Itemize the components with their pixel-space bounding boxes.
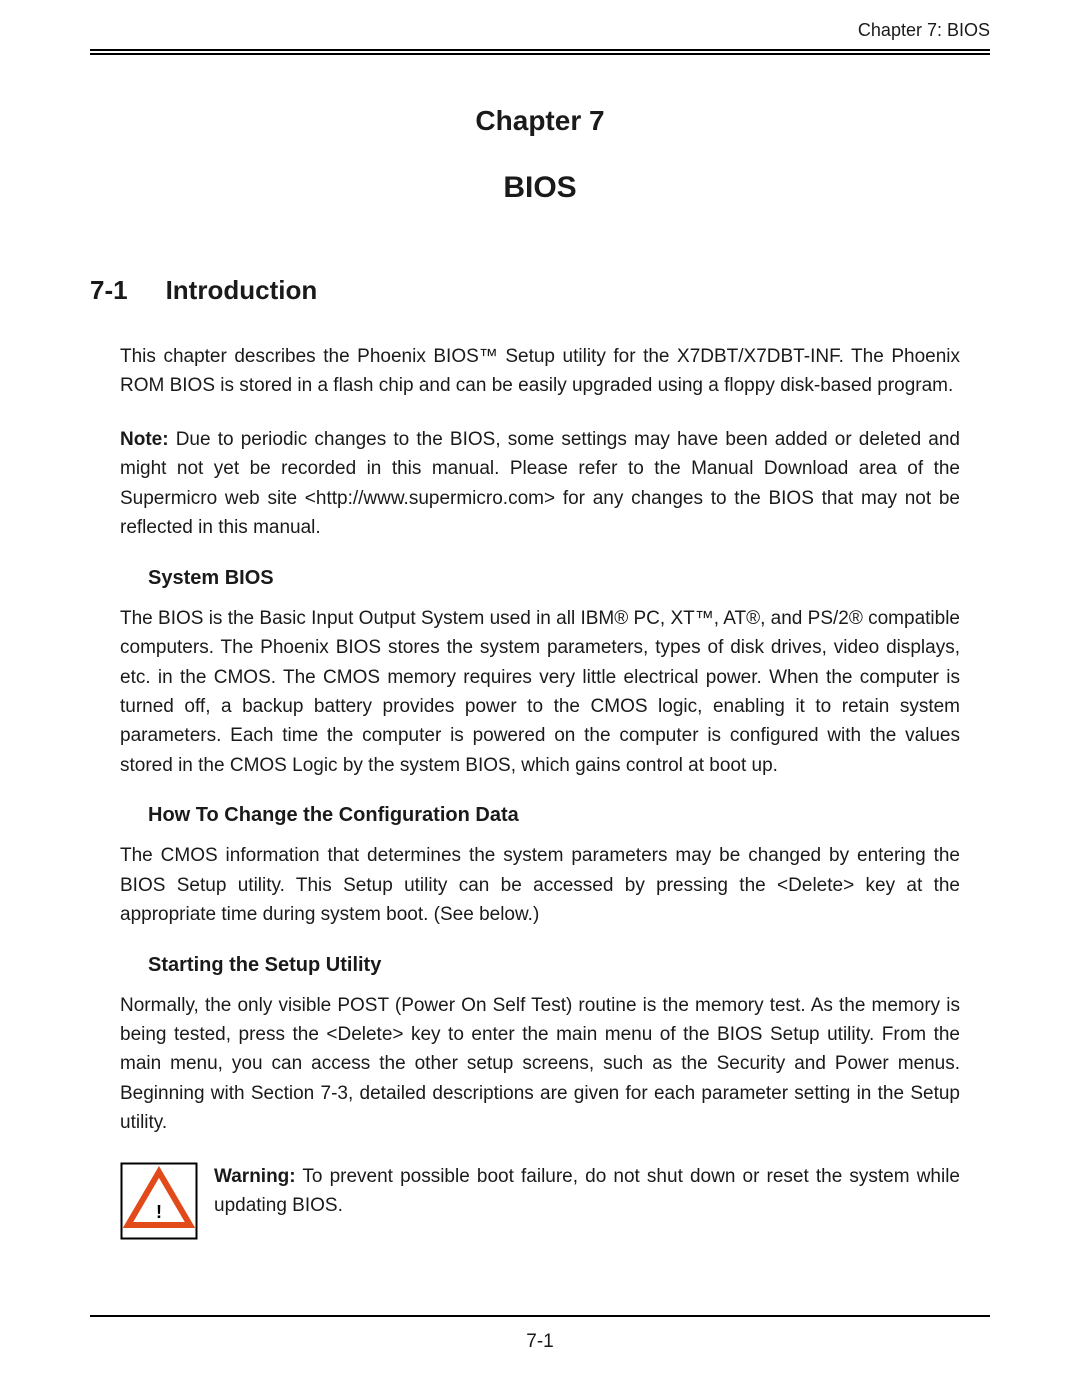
paragraph-note: Note: Due to periodic changes to the BIO… xyxy=(120,425,960,543)
running-header: Chapter 7: BIOS xyxy=(90,20,990,41)
warning-exclaim: ! xyxy=(156,1202,162,1222)
note-body: Due to periodic changes to the BIOS, som… xyxy=(120,429,960,538)
chapter-number: Chapter 7 xyxy=(90,105,990,137)
bottom-rule xyxy=(90,1315,990,1317)
section-heading: 7-1 Introduction xyxy=(90,275,990,306)
chapter-title: BIOS xyxy=(90,171,990,205)
page-number: 7-1 xyxy=(90,1331,990,1353)
paragraph-starting-setup: Normally, the only visible POST (Power O… xyxy=(120,991,960,1138)
warning-label: Warning: xyxy=(214,1166,296,1187)
paragraph-change-config: The CMOS information that determines the… xyxy=(120,841,960,929)
warning-block: ! Warning: To prevent possible boot fail… xyxy=(120,1162,960,1245)
section-title: Introduction xyxy=(166,275,318,306)
note-label: Note: xyxy=(120,429,169,450)
warning-body: To prevent possible boot failure, do not… xyxy=(214,1166,960,1216)
top-double-rule xyxy=(90,49,990,55)
subhead-change-config: How To Change the Configuration Data xyxy=(148,804,990,827)
page: Chapter 7: BIOS Chapter 7 BIOS 7-1 Intro… xyxy=(0,0,1080,1393)
paragraph-intro: This chapter describes the Phoenix BIOS™… xyxy=(120,342,960,401)
subhead-system-bios: System BIOS xyxy=(148,567,990,590)
section-number: 7-1 xyxy=(90,275,128,306)
warning-text: Warning: To prevent possible boot failur… xyxy=(214,1162,960,1221)
warning-icon: ! xyxy=(120,1162,198,1245)
subhead-starting-setup: Starting the Setup Utility xyxy=(148,954,990,977)
paragraph-system-bios: The BIOS is the Basic Input Output Syste… xyxy=(120,604,960,781)
